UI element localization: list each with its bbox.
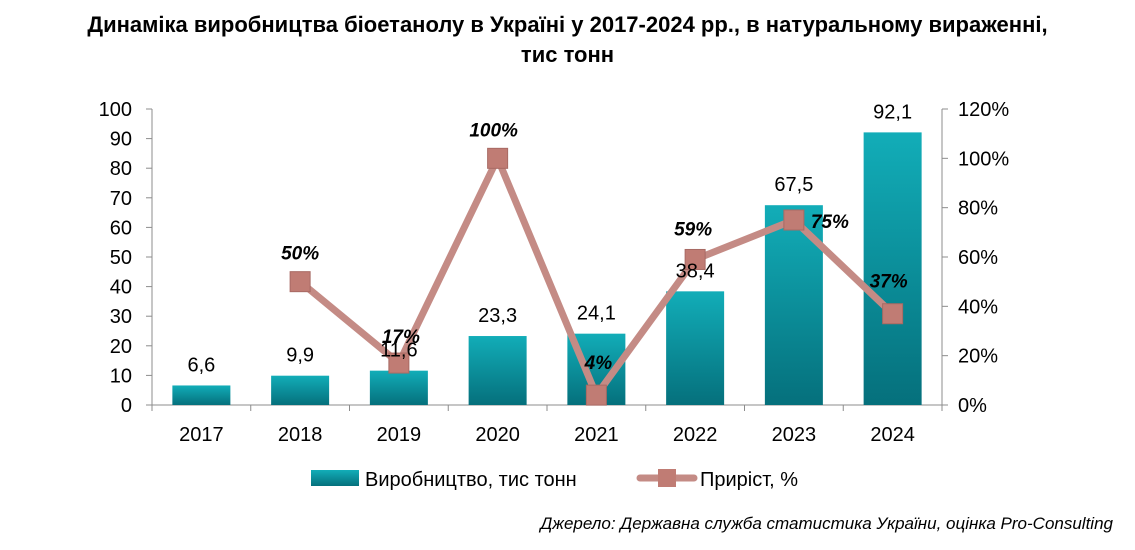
growth-value-label: 75% [811, 212, 849, 233]
bar-value-label: 67,5 [774, 174, 813, 196]
chart-title-line1: Динаміка виробництва біоетанолу в Україн… [87, 12, 1048, 37]
y-left-tick-label: 40 [110, 277, 132, 299]
bar [468, 336, 527, 405]
bar-value-label: 6,6 [187, 354, 215, 376]
bar-value-label: 24,1 [577, 303, 616, 325]
y-left-tick-label: 60 [110, 217, 132, 239]
growth-value-label: 59% [674, 219, 712, 240]
growth-value-label: 100% [469, 120, 518, 141]
growth-point [289, 271, 311, 293]
bar-value-label: 11,6 [380, 340, 417, 362]
y-right-tick-label: 60% [958, 247, 998, 269]
y-left-tick-label: 0 [121, 395, 132, 417]
bar-value-label: 92,1 [873, 101, 912, 123]
x-tick-label: 2018 [278, 424, 323, 446]
growth-value-label: 4% [584, 353, 613, 374]
axes: 0 10 20 30 40 50 60 70 80 90 100 0% 20% 40% 60% 80% 100%… [99, 99, 1010, 446]
bar-value-label: 9,9 [286, 345, 314, 367]
bar [271, 375, 330, 405]
y-right-tick-label: 80% [958, 198, 998, 220]
growth-point [882, 303, 904, 325]
y-left-tick-label: 80 [110, 158, 132, 180]
growth-point [684, 248, 706, 270]
y-right-tick-label: 0% [958, 395, 987, 417]
source-note: Джерело: Державна служба статистика Укра… [540, 514, 1113, 533]
y-right-tick-label: 100% [958, 148, 1009, 170]
y-left-tick-label: 30 [110, 306, 132, 328]
x-tick-label: 2022 [673, 424, 718, 446]
legend-line-marker [658, 469, 676, 487]
growth-line-group [289, 147, 904, 406]
x-tick-label: 2024 [870, 424, 915, 446]
bar [666, 291, 725, 405]
bar-value-label: 38,4 [676, 260, 715, 282]
growth-value-label: 17% [382, 327, 420, 348]
y-left-tick-label: 70 [110, 188, 132, 210]
y-left-tick-label: 100 [99, 99, 132, 121]
labels-group: 6,6 9,9 11,6 23,3 24,1 38,4 67,5 92,1 50% 17% 100%… [187, 101, 912, 376]
chart-title: Динаміка виробництва біоетанолу в Україн… [0, 10, 1135, 70]
bar-value-label: 23,3 [478, 305, 517, 327]
x-tick-label: 2023 [772, 424, 817, 446]
growth-point [487, 147, 509, 169]
growth-value-label: 50% [281, 244, 319, 265]
x-tick-label: 2017 [179, 424, 224, 446]
growth-point [783, 209, 805, 231]
y-left-tick-label: 20 [110, 336, 132, 358]
bar [863, 132, 922, 405]
legend-line-label: Приріст, % [700, 469, 798, 491]
bar [369, 370, 428, 405]
legend-bar-label: Виробництво, тис тонн [365, 469, 577, 491]
growth-point [585, 384, 607, 406]
bar [172, 385, 231, 405]
x-tick-label: 2021 [574, 424, 619, 446]
legend-bar-swatch [311, 470, 359, 486]
growth-value-label: 37% [870, 272, 908, 293]
y-left-tick-label: 10 [110, 365, 132, 387]
growth-point [388, 352, 410, 374]
x-tick-label: 2020 [475, 424, 520, 446]
x-tick-label: 2019 [377, 424, 422, 446]
chart-title-line2: тис тонн [520, 42, 615, 67]
bars-group [172, 132, 922, 405]
y-left-tick-label: 90 [110, 129, 132, 151]
y-left-tick-label: 50 [110, 247, 132, 269]
y-right-tick-label: 20% [958, 346, 998, 368]
y-right-tick-label: 120% [958, 99, 1009, 121]
y-right-tick-label: 40% [958, 296, 998, 318]
legend: Виробництво, тис тонн Приріст, % [311, 469, 798, 491]
